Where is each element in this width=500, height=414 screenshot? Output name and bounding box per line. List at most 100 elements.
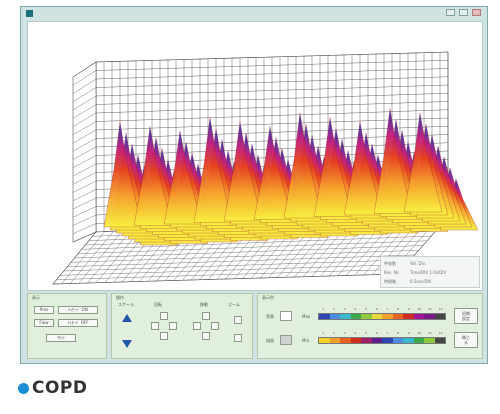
grid-line: [72, 87, 97, 102]
waveform-surface: [103, 108, 479, 246]
grid-line: [67, 254, 415, 267]
grid-line: [72, 155, 97, 168]
color-tick: 11: [428, 331, 432, 335]
maximize-button[interactable]: [459, 9, 468, 16]
zoom-out-button[interactable]: [234, 334, 242, 342]
wave-ridge: [283, 112, 323, 219]
info-row: Res. Ns Time/DIV 1.0s/DIV: [384, 268, 476, 277]
draw-label: 描画: [266, 338, 274, 343]
wave-ridge: [193, 117, 233, 223]
color-tick: 10: [417, 331, 422, 335]
color-cell[interactable]: [403, 338, 414, 343]
grid-line: [72, 112, 97, 127]
window-controls: [446, 9, 481, 16]
info-row: 時間軸 0.5sec/DIV: [384, 277, 476, 286]
color-tick: 4: [354, 331, 357, 335]
operation-panel: 操作 スケール 回転 移動 ズーム: [111, 293, 253, 359]
move-down-button[interactable]: [202, 332, 210, 340]
rotate-label: 回転: [154, 302, 162, 307]
grid-line: [95, 60, 449, 71]
color-tick: 6: [375, 307, 378, 311]
default-settings-button[interactable]: 初期 設定: [454, 308, 478, 324]
color-cell[interactable]: [329, 314, 340, 319]
minimize-button[interactable]: [446, 9, 455, 16]
color-panel-title: 表示色: [262, 295, 274, 300]
app-window: 呼吸数 Vol. Div. Res. Ns Time/DIV 1.0s/DIV …: [20, 6, 488, 364]
color-cell[interactable]: [382, 314, 393, 319]
wave-ridge: [313, 117, 353, 217]
color-bar-2-label: Min: [302, 338, 310, 343]
color-cell[interactable]: [361, 314, 372, 319]
pres-button[interactable]: Pres: [34, 306, 54, 314]
move-right-button[interactable]: [211, 322, 219, 330]
color-cell[interactable]: [424, 314, 435, 319]
grid-line: [60, 264, 407, 276]
color-tick: 3: [343, 331, 346, 335]
close-button[interactable]: [472, 9, 481, 16]
rotate-up-button[interactable]: [160, 312, 168, 320]
color-tick: 5: [365, 307, 367, 311]
grid-line: [72, 146, 97, 160]
color-cell[interactable]: [392, 314, 403, 319]
grid-line: [56, 269, 403, 280]
draw-color-swatch[interactable]: [280, 335, 292, 345]
color-cell[interactable]: [371, 314, 382, 319]
grid-line: [72, 78, 97, 94]
move-left-button[interactable]: [193, 322, 201, 330]
side-wall: [72, 61, 97, 243]
color-tick: 9: [407, 331, 410, 335]
waterfall-3d-plot[interactable]: [28, 22, 482, 290]
scale-label: スケール: [118, 302, 134, 307]
grid-line: [95, 84, 449, 97]
color-bar-1[interactable]: [318, 313, 446, 320]
message-on-button[interactable]: ﾒｯｾｰｼﾞ ON: [58, 306, 98, 314]
grid-line: [72, 129, 97, 144]
grid-line: [72, 95, 97, 111]
display-panel-title: 表示: [32, 295, 40, 300]
plot-viewport[interactable]: 呼吸数 Vol. Div. Res. Ns Time/DIV 1.0s/DIV …: [27, 21, 483, 291]
color-cell[interactable]: [319, 314, 330, 319]
color-cell[interactable]: [424, 338, 435, 343]
color-bar-1-ticks: 1 2 3 4 5 6 7 8 9 10 11 12: [318, 307, 446, 312]
color-cell[interactable]: [350, 314, 361, 319]
reset-button[interactable]: ﾘｾｯﾄ: [46, 334, 76, 342]
grid-line: [72, 231, 97, 243]
color-tick: 8: [397, 331, 399, 335]
flow-button[interactable]: Flow: [34, 319, 54, 327]
color-cell[interactable]: [434, 338, 445, 343]
color-cell[interactable]: [350, 338, 361, 343]
wave-ridge: [373, 108, 413, 214]
color-bar-2[interactable]: [318, 337, 446, 344]
close-panel-button[interactable]: 閉じ る: [454, 332, 478, 348]
color-bar-2-ticks: 1 2 3 4 5 6 7 8 9 10 11 12: [318, 331, 446, 336]
wave-ridge: [163, 130, 203, 225]
wave-ridge: [343, 121, 383, 216]
wave-ridge: [253, 126, 293, 220]
color-cell[interactable]: [413, 314, 424, 319]
color-cell[interactable]: [340, 314, 351, 319]
scale-up-arrow-icon[interactable]: [122, 314, 132, 322]
zoom-in-button[interactable]: [234, 316, 242, 324]
color-cell[interactable]: [403, 314, 414, 319]
color-cell[interactable]: [371, 338, 382, 343]
title-bar: [21, 7, 487, 19]
background-color-swatch[interactable]: [280, 311, 292, 321]
color-cell[interactable]: [434, 314, 445, 319]
move-up-button[interactable]: [202, 312, 210, 320]
color-cell[interactable]: [329, 338, 340, 343]
scale-down-arrow-icon[interactable]: [122, 340, 132, 348]
color-tick: 1: [322, 307, 325, 311]
color-cell[interactable]: [319, 338, 330, 343]
message-off-button[interactable]: ﾒｯｾｰｼﾞ OFF: [58, 319, 98, 327]
grid-line: [70, 250, 419, 263]
color-cell[interactable]: [361, 338, 372, 343]
color-cell[interactable]: [392, 338, 403, 343]
grid-line: [78, 240, 428, 254]
info-value: Time/DIV 1.0s/DIV: [410, 270, 447, 275]
rotate-left-button[interactable]: [151, 322, 159, 330]
rotate-down-button[interactable]: [160, 332, 168, 340]
color-cell[interactable]: [382, 338, 393, 343]
color-cell[interactable]: [340, 338, 351, 343]
color-cell[interactable]: [413, 338, 424, 343]
rotate-right-button[interactable]: [169, 322, 177, 330]
